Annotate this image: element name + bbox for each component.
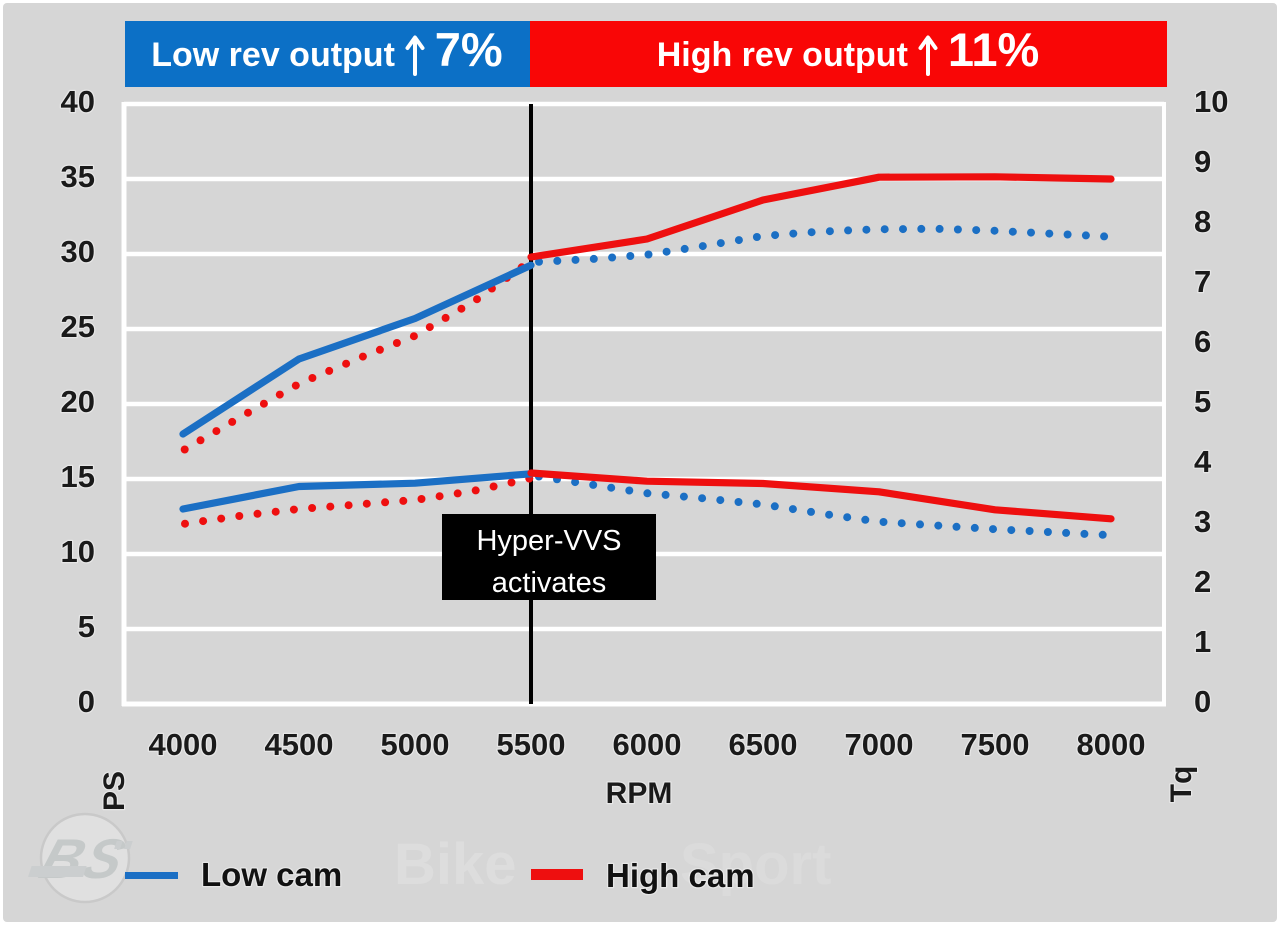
- svg-text:5500: 5500: [497, 727, 566, 762]
- svg-text:25: 25: [61, 309, 95, 344]
- svg-text:4: 4: [1194, 444, 1212, 479]
- svg-text:0: 0: [1194, 684, 1211, 719]
- svg-text:1: 1: [1194, 624, 1211, 659]
- svg-text:3: 3: [1194, 504, 1211, 539]
- svg-text:RPM: RPM: [606, 777, 673, 810]
- svg-text:10: 10: [1194, 84, 1228, 119]
- svg-text:Tq: Tq: [1165, 766, 1198, 803]
- svg-text:activates: activates: [492, 567, 606, 599]
- svg-text:7: 7: [1194, 264, 1211, 299]
- svg-text:5: 5: [1194, 384, 1211, 419]
- svg-text:4500: 4500: [265, 727, 334, 762]
- svg-text:35: 35: [61, 159, 95, 194]
- svg-text:7500: 7500: [961, 727, 1030, 762]
- svg-text:Bike: Bike: [394, 832, 517, 897]
- svg-text:2: 2: [1194, 564, 1211, 599]
- svg-text:Low cam: Low cam: [201, 856, 342, 893]
- svg-text:8000: 8000: [1077, 727, 1146, 762]
- svg-text:Sport: Sport: [680, 832, 831, 897]
- svg-text:PS: PS: [98, 771, 131, 811]
- svg-text:20: 20: [61, 384, 95, 419]
- svg-text:Hyper-VVS: Hyper-VVS: [476, 525, 621, 557]
- svg-text:4000: 4000: [149, 727, 218, 762]
- svg-text:5: 5: [78, 609, 95, 644]
- svg-text:5000: 5000: [381, 727, 450, 762]
- svg-text:15: 15: [61, 459, 95, 494]
- svg-text:8: 8: [1194, 204, 1211, 239]
- svg-text:10: 10: [61, 534, 95, 569]
- svg-text:30: 30: [61, 234, 95, 269]
- svg-text:40: 40: [61, 84, 95, 119]
- svg-text:0: 0: [78, 684, 95, 719]
- svg-text:6000: 6000: [613, 727, 682, 762]
- svg-text:7000: 7000: [845, 727, 914, 762]
- svg-text:6: 6: [1194, 324, 1211, 359]
- svg-text:BS: BS: [33, 828, 135, 890]
- svg-text:9: 9: [1194, 144, 1211, 179]
- svg-text:6500: 6500: [729, 727, 798, 762]
- svg-text:High cam: High cam: [606, 857, 755, 894]
